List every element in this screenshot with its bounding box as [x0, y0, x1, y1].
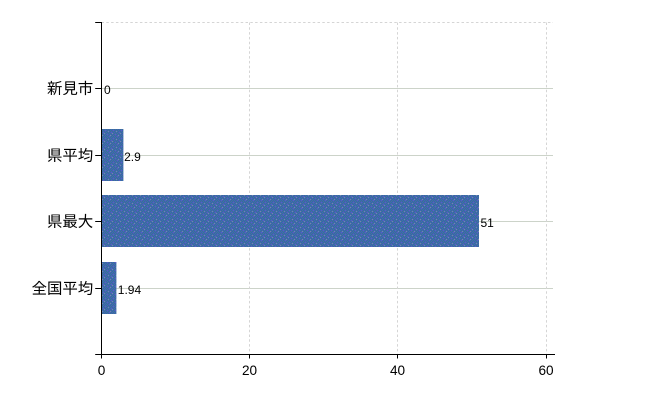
svg-text:0: 0 [98, 363, 106, 378]
svg-text:40: 40 [390, 363, 406, 378]
svg-text:51: 51 [481, 216, 495, 230]
svg-text:0: 0 [104, 83, 111, 97]
svg-text:1.94: 1.94 [118, 283, 142, 297]
svg-text:2.9: 2.9 [124, 150, 141, 164]
svg-text:20: 20 [242, 363, 258, 378]
svg-text:60: 60 [538, 363, 554, 378]
